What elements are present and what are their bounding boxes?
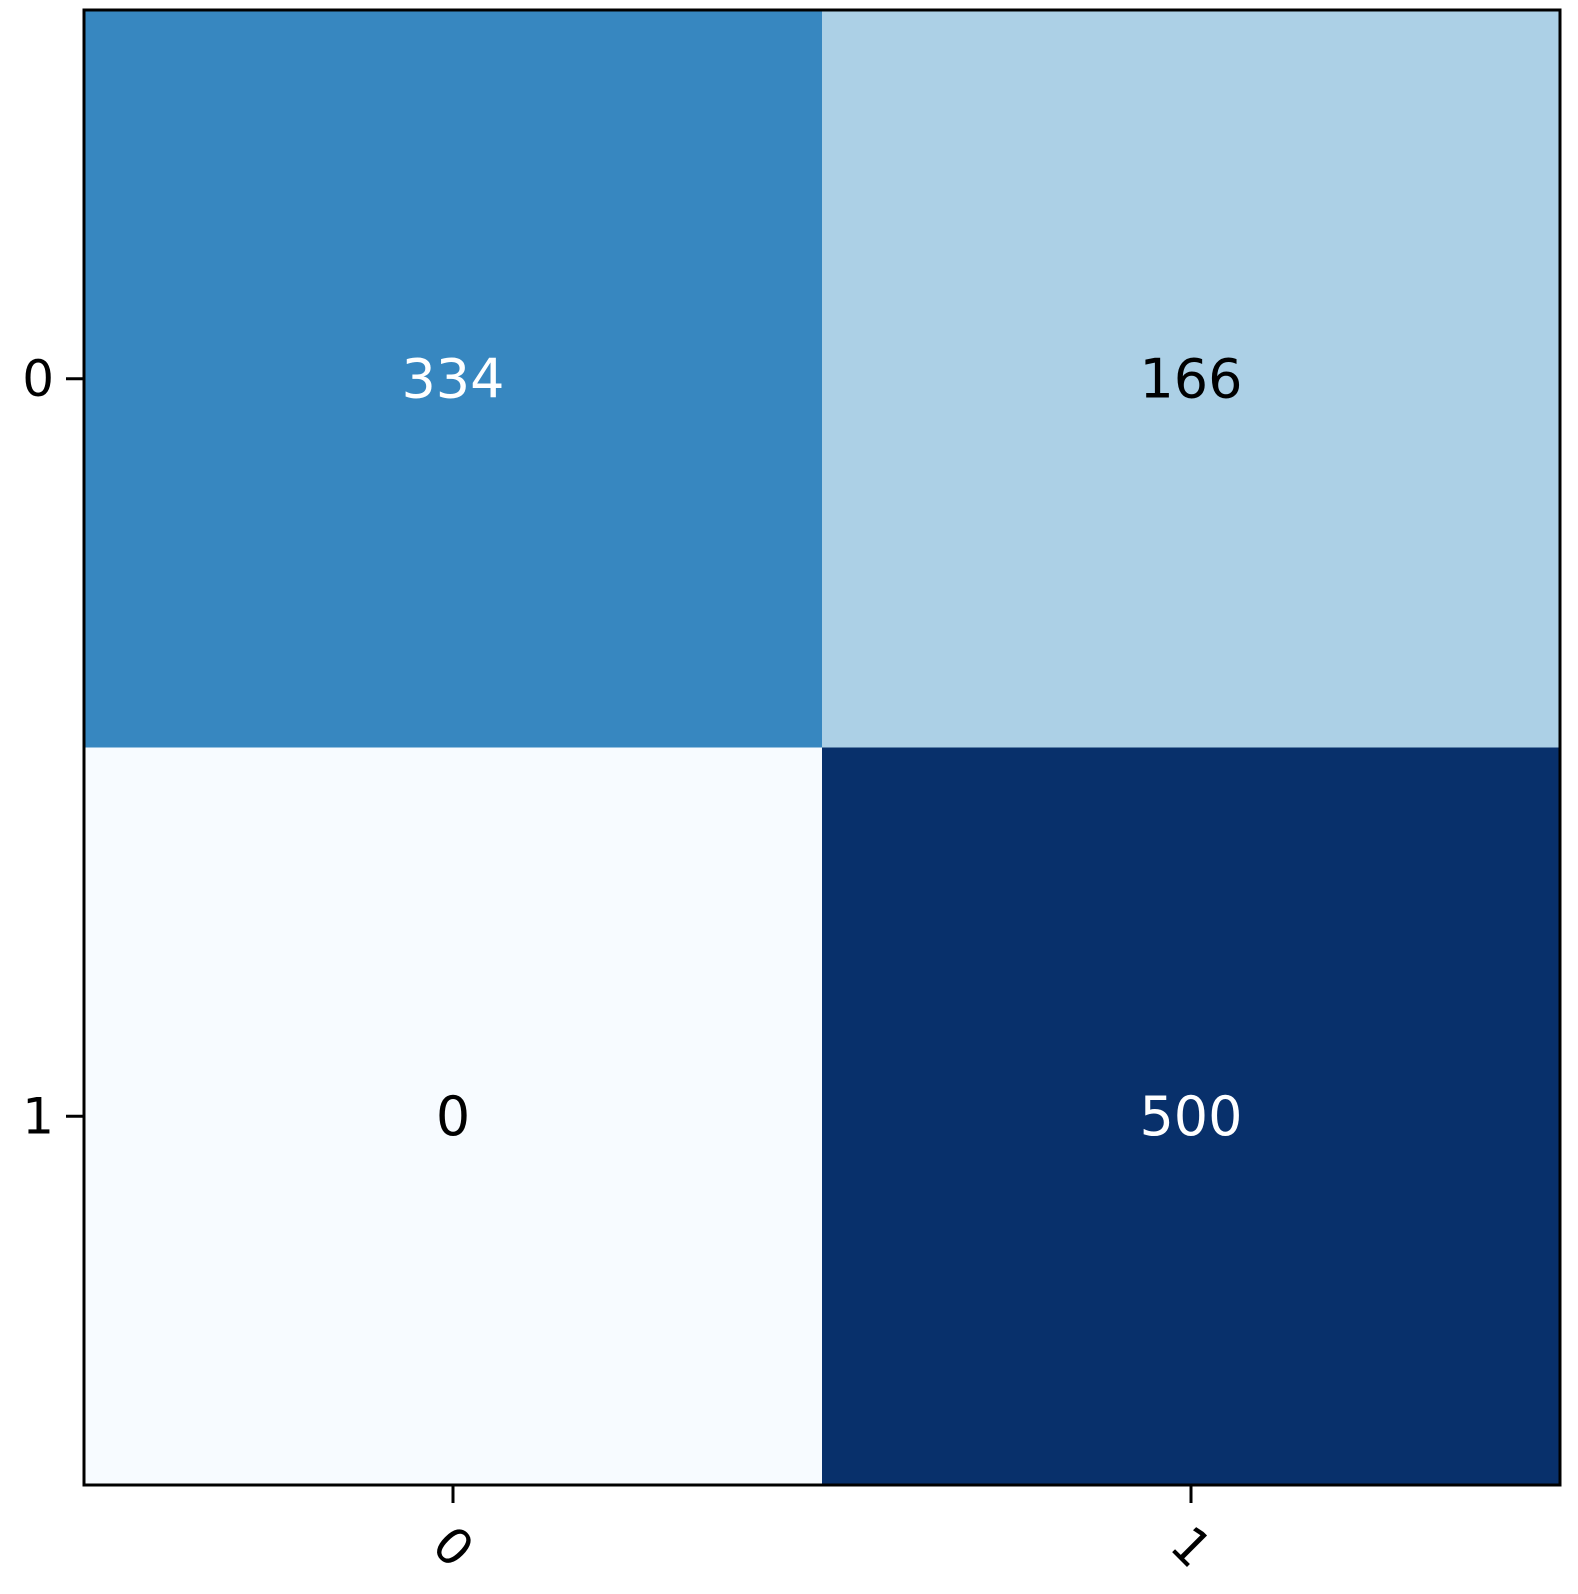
x-tick-label-1: 1 bbox=[1159, 1515, 1223, 1579]
plot-frame bbox=[82, 8, 1562, 1487]
x-tick-label-0: 0 bbox=[421, 1515, 485, 1579]
heatmap-cell-r1-c1 bbox=[822, 747, 1561, 1486]
cell-value-label-r0-c0: 334 bbox=[401, 347, 504, 410]
y-axis: 01 bbox=[22, 350, 84, 1145]
cell-value-label-r1-c0: 0 bbox=[436, 1085, 470, 1148]
cell-value-label-r0-c1: 166 bbox=[1139, 347, 1242, 410]
y-tick-label-0: 0 bbox=[22, 350, 54, 408]
heatmap-cells bbox=[84, 10, 1561, 1486]
heatmap-cell-r0-c0 bbox=[84, 10, 823, 748]
heatmap-cell-r1-c0 bbox=[84, 747, 823, 1486]
heatmap-cell-r0-c1 bbox=[822, 10, 1561, 748]
y-tick-label-1: 1 bbox=[22, 1087, 54, 1145]
cell-value-label-r1-c1: 500 bbox=[1139, 1085, 1242, 1148]
heatmap-value-labels: 334 166 0 500 bbox=[401, 347, 1242, 1148]
